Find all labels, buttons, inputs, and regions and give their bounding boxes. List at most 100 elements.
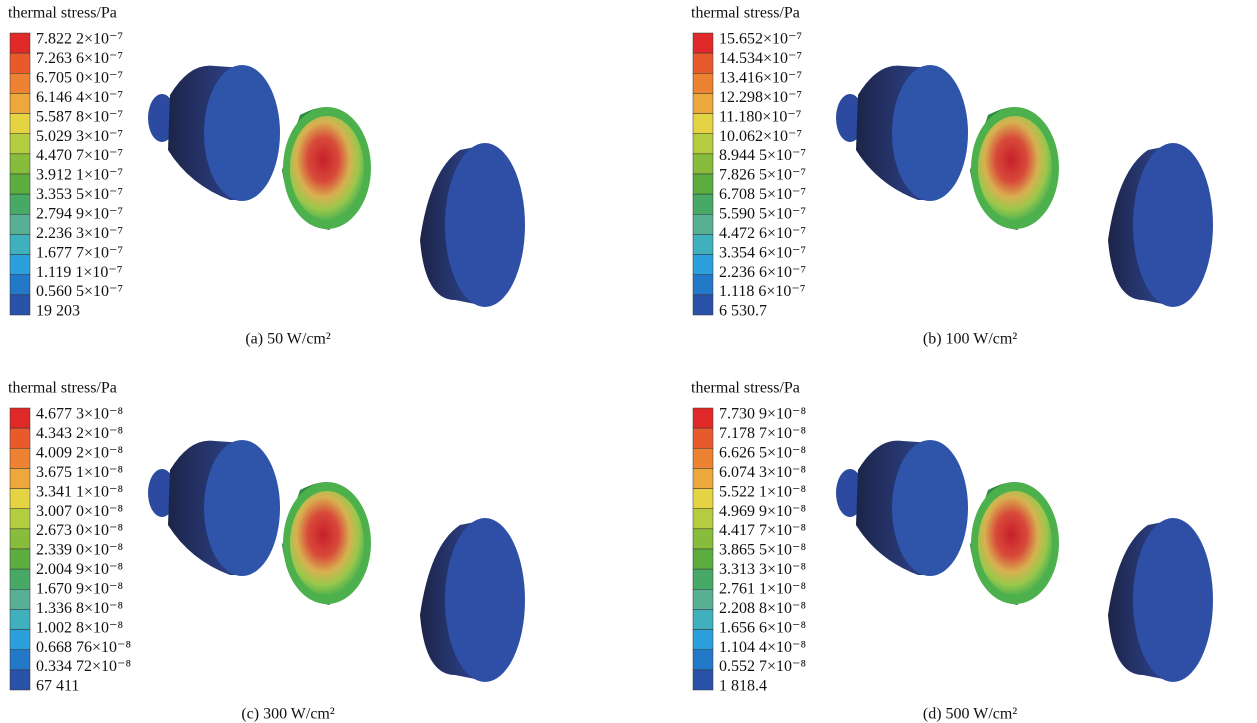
legend-label: 3.313 3×10⁻⁸ (719, 561, 806, 578)
legend-swatch (10, 114, 30, 134)
legend-label: 0.334 72×10⁻⁸ (36, 658, 131, 675)
legend-label: 4.677 3×10⁻⁸ (36, 406, 123, 423)
legend-swatch (693, 73, 713, 93)
legend-swatch (10, 174, 30, 194)
legend-swatch (693, 154, 713, 174)
legend-label: 1.677 7×10⁻⁷ (36, 244, 123, 261)
legend-swatch (10, 428, 30, 448)
legend-label: 12.298×10⁻⁷ (719, 89, 802, 106)
legend-swatch (693, 255, 713, 275)
panel: thermal stress/Pa7.730 9×10⁻⁸7.178 7×10⁻… (691, 380, 1213, 723)
legend-label: 4.343 2×10⁻⁸ (36, 425, 123, 442)
legend-label: 6.708 5×10⁻⁷ (719, 186, 806, 203)
legend-swatch (693, 194, 713, 214)
legend-swatch (10, 529, 30, 549)
legend-swatch (693, 670, 713, 690)
legend-label: 13.416×10⁻⁷ (719, 70, 802, 87)
legend-label: 14.534×10⁻⁷ (719, 50, 802, 67)
legend-label: 7.178 7×10⁻⁸ (719, 425, 806, 442)
legend-label: 7.263 6×10⁻⁷ (36, 50, 123, 67)
legend-label: 1.656 6×10⁻⁸ (719, 619, 806, 636)
legend-label: 5.590 5×10⁻⁷ (719, 206, 806, 223)
legend-label: 67 411 (36, 678, 79, 695)
legend-swatch (693, 509, 713, 529)
thermal-model (148, 440, 525, 682)
legend-swatch (10, 154, 30, 174)
legend-swatch (693, 134, 713, 154)
legend-label: 3.865 5×10⁻⁸ (719, 542, 806, 559)
legend-swatch (10, 589, 30, 609)
legend-label: 0.668 76×10⁻⁸ (36, 639, 131, 656)
legend-label: 3.007 0×10⁻⁸ (36, 503, 123, 520)
legend-label: 3.353 5×10⁻⁷ (36, 186, 123, 203)
legend-label: 2.673 0×10⁻⁸ (36, 522, 123, 539)
legend-label: 4.417 7×10⁻⁸ (719, 522, 806, 539)
legend-swatch (10, 650, 30, 670)
legend-swatch (693, 650, 713, 670)
legend-swatch (10, 255, 30, 275)
legend-label: 6.705 0×10⁻⁷ (36, 70, 123, 87)
legend-title: thermal stress/Pa (8, 5, 117, 22)
legend-swatch (693, 569, 713, 589)
legend-label: 6.146 4×10⁻⁷ (36, 89, 123, 106)
legend-swatch (10, 509, 30, 529)
legend-label: 6.074 3×10⁻⁸ (719, 464, 806, 481)
legend-swatch (10, 93, 30, 113)
legend-label: 11.180×10⁻⁷ (719, 108, 801, 125)
legend-label: 3.354 6×10⁻⁷ (719, 244, 806, 261)
legend-swatch (10, 53, 30, 73)
legend-swatch (10, 448, 30, 468)
legend-swatch (693, 448, 713, 468)
legend-swatch (10, 295, 30, 315)
caption: (c) 300 W/cm² (241, 706, 335, 723)
legend-label: 2.794 9×10⁻⁷ (36, 206, 123, 223)
legend-label: 1 818.4 (719, 678, 767, 695)
legend-label: 3.675 1×10⁻⁸ (36, 464, 123, 481)
legend-swatch (10, 33, 30, 53)
legend-swatch (693, 93, 713, 113)
legend-swatch (693, 114, 713, 134)
legend-label: 1.118 6×10⁻⁷ (719, 283, 805, 300)
legend-label: 1.336 8×10⁻⁸ (36, 600, 123, 617)
legend-label: 2.236 6×10⁻⁷ (719, 264, 806, 281)
figure: thermal stress/Pa 7.822 2×10⁻⁷ 7.263 6×10⁻… (0, 0, 1257, 723)
legend-swatch (10, 194, 30, 214)
legend-label: 4.472 6×10⁻⁷ (719, 225, 806, 242)
legend-title: thermal stress/Pa (691, 380, 800, 397)
legend-swatch (10, 489, 30, 509)
legend-label: 5.029 3×10⁻⁷ (36, 128, 123, 145)
legend-label: 0.560 5×10⁻⁷ (36, 283, 123, 300)
legend-swatch (693, 275, 713, 295)
legend-label: 10.062×10⁻⁷ (719, 128, 802, 145)
thermal-model (148, 65, 525, 307)
legend-label: 1.119 1×10⁻⁷ (36, 264, 122, 281)
legend-label: 6.626 5×10⁻⁸ (719, 445, 806, 462)
legend-label: 7.826 5×10⁻⁷ (719, 167, 806, 184)
legend-label: 8.944 5×10⁻⁷ (719, 147, 806, 164)
legend-title: thermal stress/Pa (8, 380, 117, 397)
legend-swatch (693, 408, 713, 428)
legend-swatch (693, 214, 713, 234)
legend-swatch (10, 609, 30, 629)
legend-label: 15.652×10⁻⁷ (719, 31, 802, 48)
thermal-model (836, 440, 1213, 682)
legend-label: 3.341 1×10⁻⁸ (36, 483, 123, 500)
legend-swatch (693, 428, 713, 448)
panel: thermal stress/Pa 4.677 3×10⁻⁸ 4.343 2×10⁻… (8, 380, 525, 723)
legend-swatch (10, 468, 30, 488)
legend-label: 7.822 2×10⁻⁷ (36, 31, 123, 48)
legend-label: 2.004 9×10⁻⁸ (36, 561, 123, 578)
legend-swatch (10, 670, 30, 690)
legend-swatch (693, 529, 713, 549)
panel: thermal stress/Pa 7.822 2×10⁻⁷ 7.263 6×10⁻… (8, 5, 525, 348)
legend-label: 4.009 2×10⁻⁸ (36, 445, 123, 462)
legend-label: 1.104 4×10⁻⁸ (719, 639, 806, 656)
legend-swatch (693, 549, 713, 569)
legend-label: 19 203 (36, 303, 80, 320)
legend-label: 1.002 8×10⁻⁸ (36, 619, 123, 636)
legend-label: 2.339 0×10⁻⁸ (36, 542, 123, 559)
caption: (d) 500 W/cm² (923, 706, 1017, 723)
legend-label: 4.470 7×10⁻⁷ (36, 147, 123, 164)
caption: (b) 100 W/cm² (923, 331, 1017, 348)
legend-swatch (693, 33, 713, 53)
